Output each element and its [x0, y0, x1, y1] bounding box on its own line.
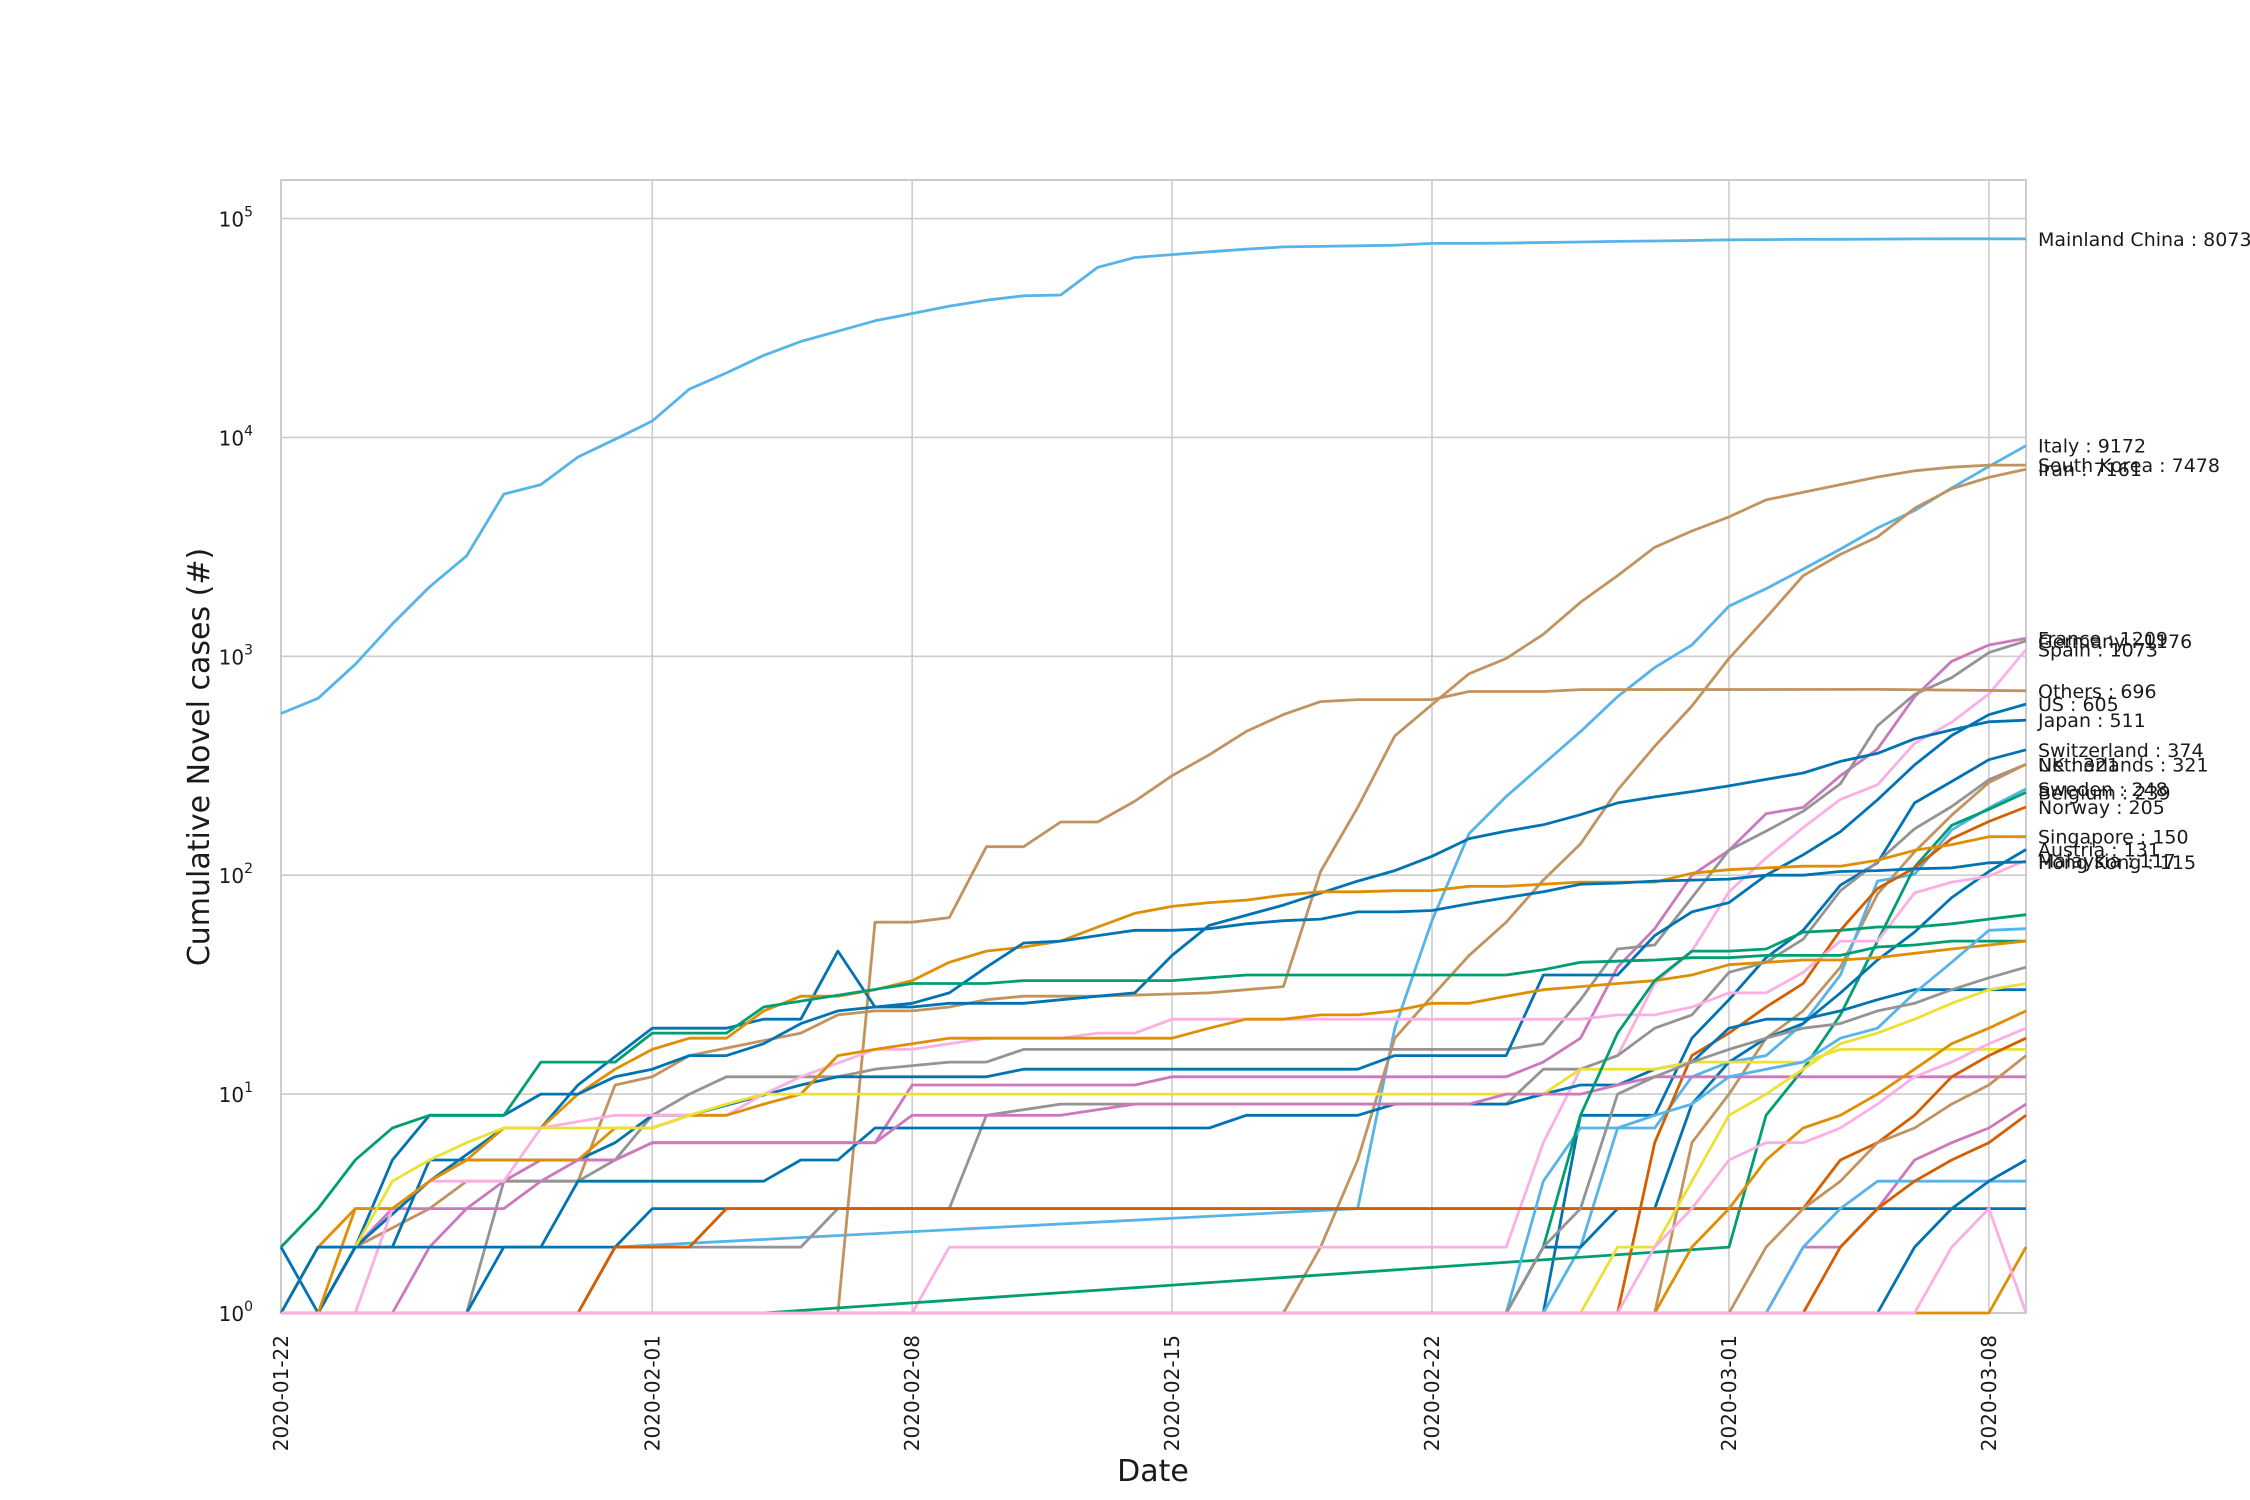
y-tick-label: 100: [219, 1299, 253, 1326]
series-line-france: [281, 636, 2027, 1315]
series-line-unlabeled-33: [281, 1054, 2027, 1315]
x-tick-label: 2020-02-15: [1160, 1335, 1184, 1451]
series-end-label: Iran : 7161: [2038, 459, 2142, 481]
series-end-label: Sweden : 248: [2038, 779, 2168, 801]
x-tick-label: 2020-02-22: [1420, 1335, 1444, 1451]
series-layer: [279, 237, 2028, 1315]
series-line-iran: [281, 467, 2027, 1315]
series-end-label: Singapore : 150: [2038, 827, 2189, 849]
series-line-mainland-china: [280, 237, 2027, 715]
series-end-label: Norway : 205: [2038, 797, 2165, 819]
series-end-label: US : 605: [2038, 694, 2119, 716]
series-end-label: Others : 696: [2038, 681, 2157, 703]
y-tick-label: 104: [219, 423, 253, 450]
series-line-singapore: [281, 835, 2026, 1315]
series-line-unlabeled-20: [279, 939, 2026, 1249]
series-end-label: Switzerland : 374: [2038, 740, 2204, 762]
series-line-others: [281, 688, 2027, 1315]
series-line-hong-kong: [279, 860, 2027, 1314]
series-line-unlabeled-28: [281, 913, 2027, 1315]
series-line-unlabeled-29: [281, 965, 2027, 1315]
series-line-switzerland: [281, 748, 2027, 1315]
series-end-label: Malaysia : 117: [2038, 850, 2176, 872]
series-line-italy: [281, 444, 2027, 1315]
series-line-unlabeled-21: [279, 939, 2027, 1314]
y-axis-ticks: 100 101 102 103 104 105: [219, 205, 253, 1326]
series-end-label: Belgium : 239: [2038, 782, 2171, 804]
series-line-austria: [281, 848, 2027, 1315]
series-line-germany: [281, 639, 2027, 1315]
series-line-unlabeled-26: [281, 1036, 2027, 1315]
x-tick-label: 2020-01-22: [269, 1335, 293, 1451]
series-end-labels: Mainland China : 80735 Italy : 9172South …: [2037, 229, 2250, 874]
series-end-label: South Korea : 7478: [2038, 455, 2220, 477]
series-line-japan: [279, 718, 2027, 1315]
y-axis-title: Cumulative Novel cases (#): [182, 548, 217, 966]
series-line-unlabeled-24: [281, 1075, 2026, 1315]
series-line-unlabeled-32: [281, 1026, 2027, 1315]
x-tick-label: 2020-03-08: [1977, 1335, 2001, 1451]
series-line-south-korea: [281, 463, 2026, 1315]
series-end-label: Hong Kong : 115: [2038, 852, 2196, 874]
series-line-unlabeled-22: [281, 988, 2026, 1315]
series-line-unlabeled-30: [281, 982, 2027, 1315]
series-line-belgium: [281, 791, 2027, 1315]
x-axis-title: Date: [1117, 1454, 1189, 1489]
series-end-label: Netherlands : 321: [2038, 754, 2209, 776]
y-tick-label: 101: [219, 1080, 253, 1107]
series-line-unlabeled-39: [281, 1207, 2028, 1315]
series-line-norway: [281, 805, 2027, 1315]
series-end-label: Spain : 1073: [2038, 640, 2158, 662]
grid-lines: [280, 180, 2026, 1313]
series-end-label: Mainland China : 80735: [2038, 229, 2250, 251]
series-line-unlabeled-35: [281, 1179, 2026, 1315]
x-tick-label: 2020-03-01: [1717, 1335, 1741, 1451]
series-line-unlabeled-37: [281, 1158, 2027, 1315]
series-line-unlabeled-36: [281, 1114, 2027, 1315]
x-axis-ticks: 2020-01-22 2020-02-01 2020-02-08 2020-02-15…: [269, 1335, 2001, 1451]
series-end-label: UK : 321: [2038, 754, 2119, 776]
series-end-label: Japan : 511: [2037, 710, 2146, 732]
x-tick-label: 2020-02-08: [900, 1335, 924, 1451]
series-line-unlabeled-38: [281, 1246, 2028, 1315]
series-line-unlabeled-31: [281, 1009, 2027, 1315]
series-end-label: France : 1209: [2038, 628, 2168, 650]
series-end-label: Austria : 131: [2038, 840, 2160, 862]
series-line-unlabeled-27: [281, 927, 2027, 1315]
y-tick-label: 103: [219, 642, 253, 669]
series-line-unlabeled-23: [279, 1048, 2026, 1314]
series-line-unlabeled-25: [279, 1207, 2026, 1314]
y-tick-label: 102: [219, 861, 253, 888]
series-end-label: Germany : 1176: [2038, 631, 2192, 653]
series-end-label: Italy : 9172: [2038, 436, 2146, 458]
series-line-spain: [281, 648, 2028, 1315]
x-tick-label: 2020-02-01: [640, 1335, 664, 1451]
y-tick-label: 105: [219, 205, 253, 232]
